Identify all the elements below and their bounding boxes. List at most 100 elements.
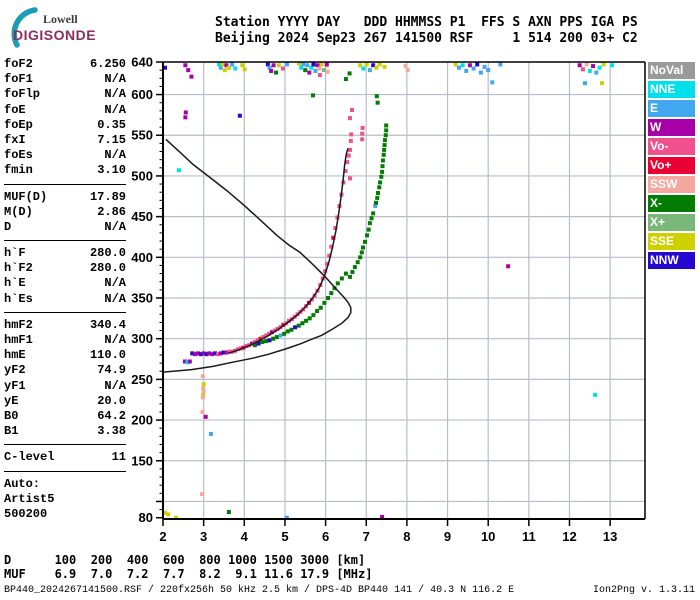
echo-point bbox=[329, 244, 334, 249]
parameter-label: foF2 bbox=[4, 57, 33, 71]
echo-point bbox=[226, 510, 231, 515]
echo-point bbox=[366, 227, 371, 232]
echo-point bbox=[255, 338, 260, 343]
echo-point bbox=[267, 338, 272, 343]
parameter-row: B0 64.2 bbox=[4, 409, 126, 424]
echo-point bbox=[285, 329, 290, 334]
echo-point bbox=[183, 115, 188, 120]
echo-point bbox=[201, 386, 206, 391]
echo-point bbox=[325, 69, 330, 74]
parameter-row: foFlp N/A bbox=[4, 87, 126, 102]
parameter-row: fmin 3.10 bbox=[4, 163, 126, 178]
parameter-label: MUF(D) bbox=[4, 189, 48, 204]
echo-point bbox=[207, 351, 212, 356]
echo-point bbox=[350, 269, 355, 274]
parameter-value: 0.35 bbox=[97, 117, 126, 132]
echo-point bbox=[377, 185, 382, 190]
echo-point bbox=[383, 133, 388, 138]
echo-point bbox=[335, 281, 340, 286]
echo-point bbox=[324, 62, 329, 67]
parameter-row: foEs N/A bbox=[4, 148, 126, 163]
y-tick-label: 80 bbox=[139, 510, 153, 525]
echo-point bbox=[186, 68, 191, 73]
parameter-row: h`Es N/A bbox=[4, 292, 126, 307]
muf-row: MUF 6.9 7.0 7.2 7.7 8.2 9.1 11.6 17.9 [M… bbox=[4, 566, 373, 581]
panel-divider bbox=[4, 444, 126, 446]
echo-point bbox=[182, 359, 187, 364]
echo-point bbox=[224, 350, 229, 355]
echo-point bbox=[364, 62, 369, 67]
echo-point bbox=[200, 492, 205, 497]
legend-item-SSE: SSE bbox=[648, 233, 695, 250]
parameter-row: hmF2 340.4 bbox=[4, 318, 126, 333]
parameter-value: 11 bbox=[111, 450, 126, 465]
echo-point bbox=[363, 239, 368, 244]
echo-point bbox=[189, 74, 194, 79]
echo-point bbox=[456, 65, 461, 70]
parameter-row: yF2 74.9 bbox=[4, 363, 126, 378]
panel-divider bbox=[4, 240, 126, 242]
echo-point bbox=[299, 65, 304, 70]
echo-point bbox=[317, 66, 322, 71]
parameter-row: 500200 bbox=[4, 507, 126, 522]
echo-point bbox=[240, 63, 245, 68]
echo-point bbox=[333, 226, 338, 231]
x-tick-label: 6 bbox=[322, 529, 329, 544]
echo-point bbox=[591, 64, 596, 69]
parameter-row: M(D) 2.86 bbox=[4, 205, 126, 220]
echo-point bbox=[300, 321, 305, 326]
parameter-row: yE 20.0 bbox=[4, 394, 126, 409]
echo-point bbox=[215, 352, 220, 357]
x-tick-label: 4 bbox=[241, 529, 249, 544]
parameter-value: 340.4 bbox=[89, 317, 126, 332]
echo-point bbox=[358, 63, 363, 68]
y-tick-label: 200 bbox=[131, 413, 153, 428]
echo-point bbox=[201, 351, 206, 356]
legend-item-Vo+: Vo+ bbox=[648, 157, 695, 174]
echo-point bbox=[204, 352, 209, 357]
echo-point bbox=[467, 63, 472, 68]
echo-point bbox=[374, 200, 379, 205]
echo-point bbox=[244, 344, 249, 349]
parameter-value: N/A bbox=[104, 219, 126, 234]
echo-point bbox=[200, 374, 205, 379]
echo-point bbox=[367, 221, 372, 226]
echo-point bbox=[371, 211, 376, 216]
echo-point bbox=[296, 323, 301, 328]
muf-transmission-curve bbox=[162, 138, 352, 373]
echo-point bbox=[269, 68, 274, 73]
parameter-label: foEp bbox=[4, 117, 33, 132]
echo-point bbox=[267, 331, 272, 336]
echo-point bbox=[587, 68, 592, 73]
echo-point bbox=[601, 62, 606, 67]
header-line1: Station YYYY DAY DDD HHMMSS P1 FFS S AXN… bbox=[215, 15, 638, 30]
echo-point bbox=[274, 335, 279, 340]
y-tick-label: 600 bbox=[131, 87, 153, 102]
x-tick-label: 8 bbox=[403, 529, 410, 544]
header-line2: Beijing 2024 Sep23 267 141500 RSF 1 514 … bbox=[215, 30, 638, 46]
echo-point bbox=[258, 336, 263, 341]
echo-point bbox=[282, 331, 287, 336]
echo-point bbox=[201, 392, 206, 397]
legend-item-NNE: NNE bbox=[648, 81, 695, 98]
x-tick-label: 12 bbox=[562, 529, 576, 544]
echo-point bbox=[360, 125, 365, 130]
y-tick-label: 640 bbox=[131, 55, 153, 70]
echo-point bbox=[201, 382, 206, 387]
echo-point bbox=[269, 330, 274, 335]
echo-point bbox=[577, 63, 582, 68]
echo-point bbox=[365, 233, 370, 238]
echo-point bbox=[580, 67, 585, 72]
echo-point bbox=[272, 328, 277, 333]
echo-point bbox=[278, 333, 283, 338]
echo-point bbox=[346, 153, 351, 158]
echo-point bbox=[343, 271, 348, 276]
echo-legend: NoVal NNE E W Vo- Vo+ SSW X- X+ SSE NNW bbox=[648, 62, 695, 271]
echo-point bbox=[482, 64, 487, 69]
parameter-label: foF1 bbox=[4, 72, 33, 87]
echo-point bbox=[261, 335, 266, 340]
echo-point bbox=[322, 300, 327, 305]
echo-point bbox=[376, 191, 381, 196]
echo-point bbox=[329, 291, 334, 296]
